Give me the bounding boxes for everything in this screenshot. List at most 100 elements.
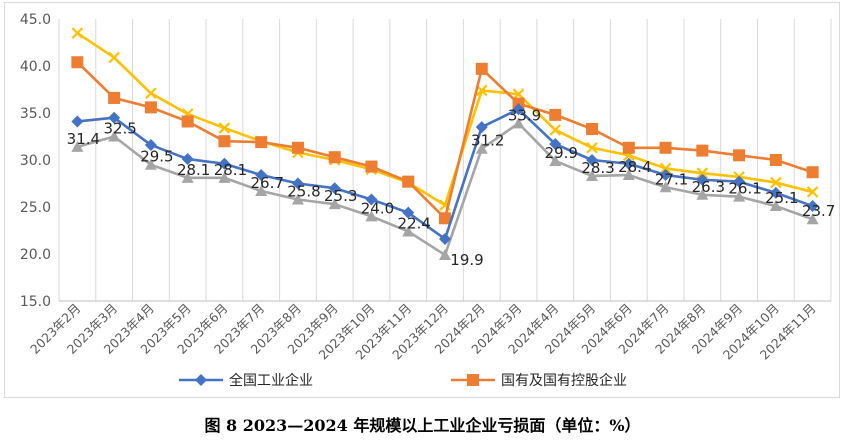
data-label: 31.2: [471, 132, 504, 150]
data-point-2: [365, 210, 378, 222]
figure-caption: 图 8 2023—2024 年规模以上工业企业亏损面（单位：%）: [204, 416, 641, 435]
data-point-2: [255, 185, 268, 197]
data-point-3: [108, 51, 120, 64]
data-label: 19.9: [450, 251, 483, 269]
y-tick-label: 15.0: [20, 294, 51, 310]
data-point-3: [586, 142, 598, 154]
data-point-0: [218, 157, 231, 170]
data-point-2: [439, 248, 451, 260]
data-label: 25.1: [765, 189, 798, 207]
data-point-2: [622, 169, 635, 181]
data-label: 27.1: [655, 170, 688, 188]
data-label: 33.9: [508, 106, 541, 124]
data-point-3: [770, 176, 782, 189]
data-point-0: [365, 193, 378, 206]
data-point-0: [512, 103, 525, 116]
data-point-3: [549, 124, 562, 136]
data-point-1: [622, 141, 635, 154]
data-label: 22.4: [398, 214, 431, 232]
data-point-2: [512, 117, 525, 129]
data-point-1: [144, 101, 157, 114]
data-point-1: [549, 108, 562, 121]
data-point-2: [696, 188, 709, 200]
data-label: 29.5: [140, 148, 173, 166]
data-point-0: [144, 138, 157, 151]
y-tick-label: 45.0: [20, 12, 51, 28]
data-point-2: [733, 190, 746, 202]
data-point-0: [769, 186, 782, 199]
data-point-1: [475, 62, 488, 75]
data-label: 26.3: [692, 178, 725, 196]
data-point-0: [696, 173, 709, 186]
data-point-2: [108, 130, 121, 142]
data-point-3: [145, 87, 157, 100]
data-point-1: [769, 154, 782, 166]
data-point-0: [255, 169, 268, 182]
data-label: 28.1: [214, 161, 247, 179]
data-point-1: [733, 149, 746, 162]
y-tick-label: 30.0: [20, 153, 51, 169]
data-point-1: [806, 166, 819, 179]
data-point-2: [291, 193, 304, 205]
data-point-1: [218, 135, 231, 148]
legend-label: 全国工业企业: [229, 372, 313, 389]
data-point-0: [108, 111, 121, 124]
data-label: 28.4: [618, 158, 651, 176]
data-point-3: [512, 88, 525, 100]
data-point-0: [586, 154, 599, 166]
data-point-2: [806, 213, 819, 225]
data-point-0: [71, 115, 84, 128]
data-point-0: [291, 177, 304, 190]
data-label: 26.7: [250, 174, 283, 192]
data-point-1: [328, 151, 341, 164]
data-point-1: [586, 122, 599, 135]
legend-marker: [195, 374, 207, 386]
data-label: 28.3: [581, 159, 614, 177]
data-point-3: [696, 167, 709, 179]
data-label: 25.3: [324, 187, 357, 205]
data-point-0: [733, 175, 746, 188]
y-tick-label: 20.0: [20, 247, 51, 263]
data-point-1: [71, 56, 84, 69]
data-label: 25.8: [287, 182, 320, 200]
data-label: 32.5: [103, 120, 136, 138]
data-point-1: [255, 136, 268, 149]
data-label: 31.4: [67, 130, 100, 148]
data-point-0: [549, 138, 562, 151]
data-point-2: [144, 158, 157, 170]
data-point-3: [71, 27, 84, 39]
data-point-1: [108, 91, 121, 104]
data-point-1: [696, 144, 709, 157]
data-point-0: [806, 200, 819, 213]
y-tick-label: 35.0: [20, 106, 51, 122]
legend-marker: [467, 374, 479, 386]
data-label: 26.1: [728, 180, 761, 198]
data-point-1: [365, 160, 378, 173]
data-point-1: [181, 115, 194, 128]
data-point-0: [181, 153, 194, 166]
data-point-2: [769, 200, 782, 212]
chart-area: 15.0 20.0 25.0 30.0 35.0 40.0 45.0 2023年2月 2023年…: [4, 2, 840, 398]
y-tick-label: 40.0: [20, 59, 51, 75]
data-point-3: [659, 162, 672, 175]
data-label: 24.0: [361, 199, 394, 217]
data-point-0: [475, 121, 488, 134]
data-point-0: [328, 182, 341, 195]
data-point-2: [181, 171, 194, 183]
data-label: 23.7: [802, 202, 835, 220]
data-point-1: [291, 141, 304, 154]
data-point-2: [71, 140, 84, 152]
y-tick-label: 25.0: [20, 200, 51, 216]
data-point-2: [328, 198, 341, 210]
data-point-3: [218, 122, 231, 134]
data-point-2: [549, 154, 562, 166]
data-point-2: [218, 171, 231, 183]
data-point-2: [402, 225, 415, 237]
legend-label: 国有及国有控股企业: [501, 372, 627, 389]
data-label: 29.9: [545, 144, 578, 162]
line-chart: 15.020.025.030.035.040.045.02023年2月2023年…: [20, 12, 835, 389]
data-point-1: [659, 141, 672, 154]
data-point-2: [586, 169, 599, 181]
data-point-3: [806, 186, 819, 198]
data-point-2: [659, 181, 672, 193]
